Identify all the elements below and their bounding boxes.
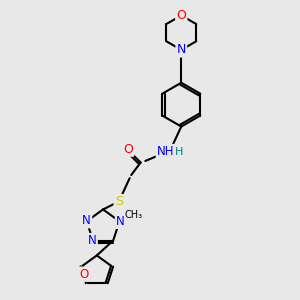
- Text: S: S: [115, 195, 123, 208]
- Text: O: O: [79, 268, 88, 281]
- Text: O: O: [176, 9, 186, 22]
- Text: CH₃: CH₃: [124, 210, 142, 220]
- Text: N: N: [82, 214, 91, 227]
- Text: N: N: [88, 234, 97, 247]
- Text: O: O: [123, 142, 133, 156]
- Text: NH: NH: [157, 145, 174, 158]
- Text: N: N: [177, 44, 186, 56]
- Text: H: H: [174, 147, 183, 157]
- Text: N: N: [116, 215, 125, 228]
